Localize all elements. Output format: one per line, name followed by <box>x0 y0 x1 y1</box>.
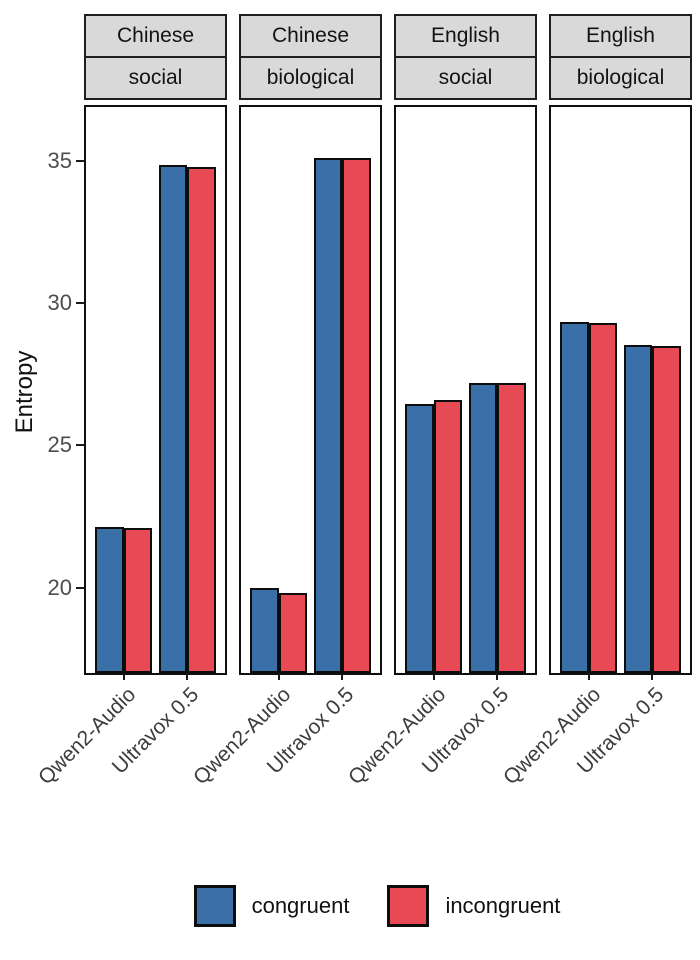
legend: congruent incongruent <box>84 884 692 928</box>
x-axis-label-qwen2-audio: Qwen2-Audio <box>33 683 141 790</box>
y-axis-tick-label: 30 <box>47 290 72 315</box>
facet-strip-condition: social <box>84 56 227 100</box>
x-axis-tick <box>277 673 280 680</box>
x-axis-label-ultravox-0-5: Ultravox 0.5 <box>572 683 669 779</box>
bar-incongruent-qwen2-audio <box>123 527 153 673</box>
x-axis-label-ultravox-0-5: Ultravox 0.5 <box>262 683 359 779</box>
facet-strip-language: English <box>549 14 692 58</box>
x-axis-tick <box>496 673 499 680</box>
bar-congruent-ultravox-0-5 <box>468 382 498 673</box>
bar-incongruent-qwen2-audio <box>433 400 463 673</box>
bar-congruent-qwen2-audio <box>250 587 279 673</box>
bar-congruent-qwen2-audio <box>95 526 124 673</box>
facet-grid: Chinese social Qwen2-Audio Ultravox 0.5 Chin… <box>34 14 692 789</box>
facet-strip-language: English <box>394 14 537 58</box>
bar-incongruent-qwen2-audio <box>278 593 308 673</box>
y-axis-title: Entropy <box>11 350 38 434</box>
bar-congruent-ultravox-0-5 <box>313 158 343 673</box>
x-axis-label-qwen2-audio: Qwen2-Audio <box>498 683 606 790</box>
y-axis-tick <box>76 587 84 589</box>
legend-swatch-incongruent <box>387 885 430 927</box>
plot-panel: Qwen2-Audio Ultravox 0.5 <box>34 105 227 789</box>
bar-congruent-qwen2-audio <box>560 321 589 673</box>
y-axis-tick-label: 35 <box>47 148 72 173</box>
facet-strip-condition: biological <box>549 56 692 100</box>
y-axis-tick-label: 25 <box>47 432 72 457</box>
facet-chinese-biological: Chinese biological Qwen2-Audio Ultravox 0.5 <box>189 14 382 789</box>
bar-congruent-ultravox-0-5 <box>623 344 653 673</box>
plot-panel: Qwen2-Audio Ultravox 0.5 <box>499 105 692 789</box>
x-axis-label-qwen2-audio: Qwen2-Audio <box>188 683 296 790</box>
bar-congruent-ultravox-0-5 <box>158 165 188 673</box>
x-axis-tick <box>432 673 435 680</box>
plot-panel: Qwen2-Audio Ultravox 0.5 <box>344 105 537 789</box>
x-axis-tick <box>122 673 125 680</box>
facet-strip-language: Chinese <box>84 14 227 58</box>
y-axis-tick-label: 20 <box>47 575 72 600</box>
facet-chinese-social: Chinese social Qwen2-Audio Ultravox 0.5 <box>34 14 227 789</box>
x-axis-tick <box>587 673 590 680</box>
legend-swatch-congruent <box>193 885 236 927</box>
legend-label-congruent: congruent <box>251 893 350 918</box>
x-axis-tick <box>186 673 189 680</box>
plot-panel: Qwen2-Audio Ultravox 0.5 <box>189 105 382 789</box>
legend-label-incongruent: incongruent <box>445 893 561 918</box>
x-axis-label-ultravox-0-5: Ultravox 0.5 <box>417 683 514 779</box>
x-axis-tick <box>341 673 344 680</box>
y-axis-tick <box>76 302 84 304</box>
bar-incongruent-qwen2-audio <box>588 323 618 673</box>
facet-strip-condition: biological <box>239 56 382 100</box>
bar-incongruent-ultravox-0-5 <box>652 345 681 673</box>
bar-congruent-qwen2-audio <box>405 404 434 673</box>
facet-english-social: English social Qwen2-Audio Ultravox 0.5 <box>344 14 537 789</box>
facet-strip-condition: social <box>394 56 537 100</box>
y-axis-tick <box>76 444 84 446</box>
x-axis-tick <box>651 673 654 680</box>
x-axis-label-ultravox-0-5: Ultravox 0.5 <box>107 683 204 779</box>
bar-incongruent-ultravox-0-5 <box>497 382 526 673</box>
facet-strip-language: Chinese <box>239 14 382 58</box>
bar-incongruent-ultravox-0-5 <box>342 158 371 673</box>
bar-incongruent-ultravox-0-5 <box>187 166 216 673</box>
x-axis-label-qwen2-audio: Qwen2-Audio <box>343 683 451 790</box>
facet-english-biological: English biological Qwen2-Audio Ultravox 0.5 <box>499 14 692 789</box>
y-axis-tick <box>76 160 84 162</box>
